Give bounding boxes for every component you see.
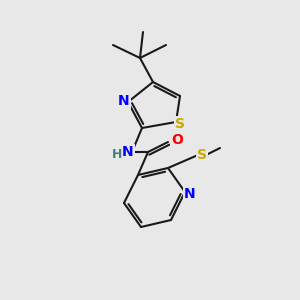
Text: N: N [122, 145, 134, 159]
Text: O: O [171, 133, 183, 147]
Text: N: N [184, 187, 196, 201]
Text: N: N [118, 94, 130, 108]
Text: H: H [112, 148, 122, 161]
Text: S: S [175, 117, 185, 131]
Text: S: S [197, 148, 207, 162]
